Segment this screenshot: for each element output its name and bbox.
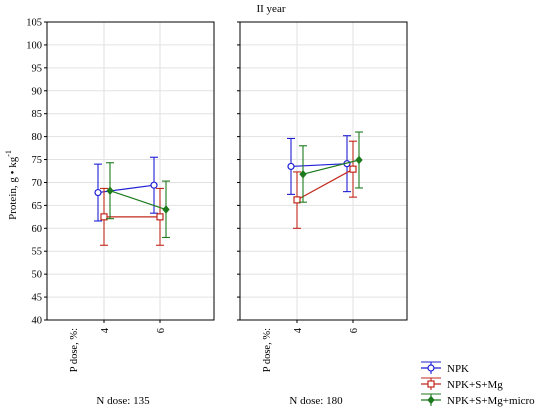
data-point — [106, 186, 114, 195]
series-NPK+S+Mg — [293, 140, 357, 229]
y-tick-label: 80 — [32, 132, 43, 143]
y-tick-label: 70 — [32, 178, 43, 189]
data-point — [299, 169, 307, 179]
plot-layer: 40 45 50 55 60 65 70 75 80 85 90 95 100 105 4 6 P dose, … — [26, 18, 408, 407]
legend-marker — [427, 380, 435, 388]
legend-item: NPK+S+Mg — [421, 377, 503, 391]
y-tick-label: 55 — [32, 247, 43, 258]
series-NPK — [287, 135, 351, 195]
chart-title: II year — [256, 3, 285, 15]
data-point — [94, 188, 102, 197]
legend-label: NPK+S+Mg — [447, 379, 503, 391]
y-tick-label: 95 — [32, 63, 43, 74]
series-line — [302, 159, 360, 175]
y-tick-label: 100 — [26, 40, 42, 51]
legend-marker — [427, 395, 435, 405]
x-tick-label: 4 — [293, 327, 304, 333]
series-NPK+S+Mg+micro — [299, 131, 363, 203]
x-axis-label: P dose, %: — [262, 328, 273, 372]
panel-1: 40 45 50 55 60 65 70 75 80 85 90 95 100 105 4 6 P dose, … — [26, 18, 215, 407]
x-axis-label: P dose, %: — [69, 328, 80, 372]
y-tick-label: 75 — [32, 155, 43, 166]
legend-item: NPK+S+Mg+micro — [421, 393, 535, 407]
panel-2: 4 6 P dose, %: N dose: 180 — [237, 21, 408, 407]
y-tick-label: 85 — [32, 109, 43, 120]
plot-frame — [239, 21, 408, 321]
legend: NPK NPK+S+Mg NPK+S+Mg+micro — [421, 361, 535, 407]
y-tick-label: 60 — [32, 224, 43, 235]
x-tick-label: 4 — [100, 327, 111, 333]
data-point — [287, 162, 295, 171]
panel-label: N dose: 135 — [96, 395, 150, 407]
data-point — [355, 155, 363, 165]
plot-frame — [46, 21, 215, 321]
y-axis-label: Protein, g • kg-1 — [4, 150, 19, 220]
y-tick-label: 65 — [32, 201, 43, 212]
y-tick-label: 50 — [32, 270, 43, 281]
series-NPK+S+Mg+micro — [106, 162, 170, 239]
data-point — [156, 213, 164, 221]
legend-item: NPK — [421, 361, 469, 375]
x-tick-label: 6 — [156, 328, 167, 333]
y-tick-label: 90 — [32, 86, 43, 97]
series-line — [109, 190, 167, 211]
legend-label: NPK — [447, 363, 469, 375]
y-tick-label: 40 — [32, 316, 43, 327]
panel-label: N dose: 180 — [289, 395, 343, 407]
data-point — [293, 196, 301, 204]
y-tick-label: 105 — [26, 18, 42, 29]
data-point — [100, 213, 108, 221]
data-point — [349, 165, 357, 173]
x-tick-label: 6 — [349, 328, 360, 333]
y-tick-label: 45 — [32, 293, 43, 304]
data-point — [150, 181, 158, 189]
series-NPK+S+Mg — [100, 187, 164, 246]
data-point — [162, 205, 170, 214]
series-line — [296, 168, 354, 201]
legend-marker — [427, 364, 435, 372]
legend-label: NPK+S+Mg+micro — [447, 395, 535, 407]
series-line — [290, 163, 348, 168]
